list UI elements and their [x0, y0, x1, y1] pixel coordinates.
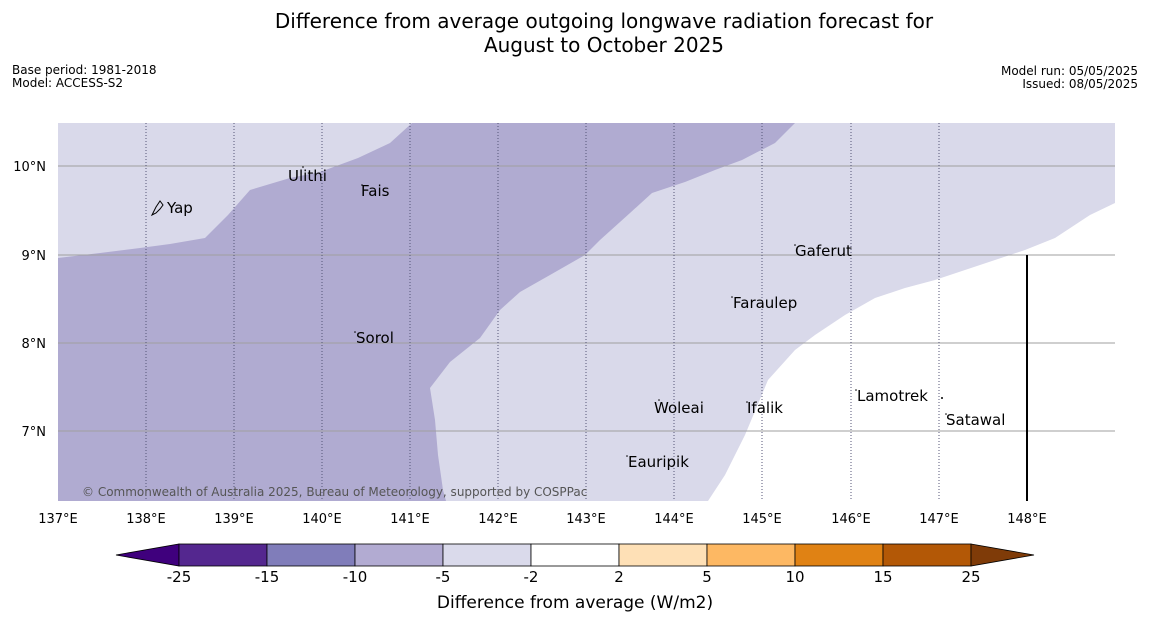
colorbar-tick-8: 10 [785, 568, 805, 586]
lon-label-146e: 146°E [831, 512, 871, 527]
ifalik-island-dot [746, 401, 748, 403]
fill-zone-white [708, 203, 1115, 501]
colorbar-arrow-left [115, 543, 180, 567]
copyright-note: © Commonwealth of Australia 2025, Bureau… [82, 485, 587, 499]
colorbar-bin-7 [706, 543, 796, 567]
model-name: Model: ACCESS-S2 [12, 76, 124, 90]
fill-zone-lavender [58, 123, 795, 501]
gaferut-island-dot [794, 244, 796, 246]
place-sorol: Sorol [356, 329, 394, 347]
colorbar-tick-10: 25 [961, 568, 981, 586]
yap-island-shape [150, 200, 164, 217]
colorbar-tick-9: 15 [873, 568, 893, 586]
sorol-island-dot [354, 331, 356, 333]
colorbar-bin-8 [794, 543, 884, 567]
map-area: Yap Ulithi Fais Sorol Gaferut Faraulep W… [58, 123, 1115, 501]
lon-label-142e: 142°E [478, 512, 518, 527]
place-satawal: Satawal [946, 411, 1005, 429]
lat-label-10n: 10°N [13, 160, 46, 175]
lon-label-143e: 143°E [566, 512, 606, 527]
colorbar-bin-4 [442, 543, 532, 567]
place-eauripik: Eauripik [628, 453, 689, 471]
place-yap: Yap [166, 199, 193, 217]
colorbar-bin-3 [354, 543, 444, 567]
colorbar-label: Difference from average (W/m2) [436, 593, 714, 613]
lon-label-144e: 144°E [654, 512, 694, 527]
colorbar-tick-3: -10 [342, 568, 368, 586]
lat-label-8n: 8°N [22, 337, 47, 352]
ulithi-island-dot [302, 166, 304, 168]
lon-gridlines [145, 123, 940, 501]
lamotrek-island-dot [855, 389, 857, 391]
title-line-2: August to October 2025 [483, 33, 725, 57]
lon-label-141e: 141°E [390, 512, 430, 527]
model-run: Model run: 05/05/2025 [1000, 64, 1138, 78]
colorbar [115, 543, 1035, 567]
issued-date: Issued: 08/05/2025 [1022, 77, 1138, 91]
colorbar-bin-9 [882, 543, 972, 567]
meta-right: Model run: 05/05/2025 Issued: 08/05/2025 [1001, 65, 1138, 91]
colorbar-tick-7: 5 [702, 568, 712, 586]
colorbar-bin-5 [530, 543, 620, 567]
satawal-island-dot [945, 413, 947, 415]
place-gaferut: Gaferut [795, 242, 852, 260]
colorbar-tick-6: 2 [614, 568, 624, 586]
map-title: Difference from average outgoing longwav… [0, 9, 1150, 57]
colorbar-tick-5: -2 [523, 568, 539, 586]
place-lamotrek: Lamotrek [857, 387, 928, 405]
lat-label-9n: 9°N [22, 249, 47, 264]
faraulep-island-dot [731, 296, 733, 298]
title-line-1: Difference from average outgoing longwav… [274, 9, 934, 33]
place-faraulep: Faraulep [733, 294, 797, 312]
lat-label-7n: 7°N [22, 425, 47, 440]
place-woleai: Woleai [654, 399, 704, 417]
eauripik-island-dot [626, 455, 628, 457]
lon-label-138e: 138°E [126, 512, 166, 527]
colorbar-tick-4: -5 [435, 568, 451, 586]
west-fayu-island-dot [941, 397, 943, 399]
colorbar-tick-2: -15 [254, 568, 280, 586]
place-ifalik: Ifalik [747, 399, 783, 417]
colorbar-bin-6 [618, 543, 708, 567]
colorbar-arrow-right [970, 543, 1035, 567]
place-fais: Fais [361, 182, 390, 200]
colorbar-bin-2 [266, 543, 356, 567]
fais-island-dot [361, 184, 363, 186]
lon-label-137e: 137°E [38, 512, 78, 527]
colorbar-bin-1 [178, 543, 268, 567]
place-ulithi: Ulithi [288, 167, 327, 185]
lon-label-147e: 147°E [919, 512, 959, 527]
colorbar-tick-1: -25 [166, 568, 192, 586]
lon-label-140e: 140°E [302, 512, 342, 527]
lon-label-145e: 145°E [742, 512, 782, 527]
lon-label-139e: 139°E [214, 512, 254, 527]
meta-left: Base period: 1981-2018 Model: ACCESS-S2 [12, 64, 157, 90]
woleai-island-dot [658, 399, 660, 401]
base-period: Base period: 1981-2018 [12, 63, 157, 77]
lon-label-148e: 148°E [1007, 512, 1047, 527]
